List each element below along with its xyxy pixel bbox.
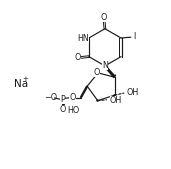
Text: N: N [102, 61, 108, 70]
Text: HO: HO [68, 106, 80, 115]
Text: O: O [101, 13, 107, 22]
Text: O: O [59, 105, 66, 114]
Text: OH: OH [110, 96, 122, 105]
Text: O: O [94, 68, 100, 77]
Text: +: + [23, 76, 29, 82]
Text: Na: Na [14, 79, 28, 89]
Text: I: I [133, 32, 135, 41]
Text: O: O [75, 53, 81, 62]
Text: P: P [60, 95, 65, 104]
Text: −O: −O [44, 93, 57, 102]
Text: HN: HN [77, 33, 89, 43]
Text: OH: OH [127, 88, 139, 97]
Text: O: O [69, 93, 76, 102]
